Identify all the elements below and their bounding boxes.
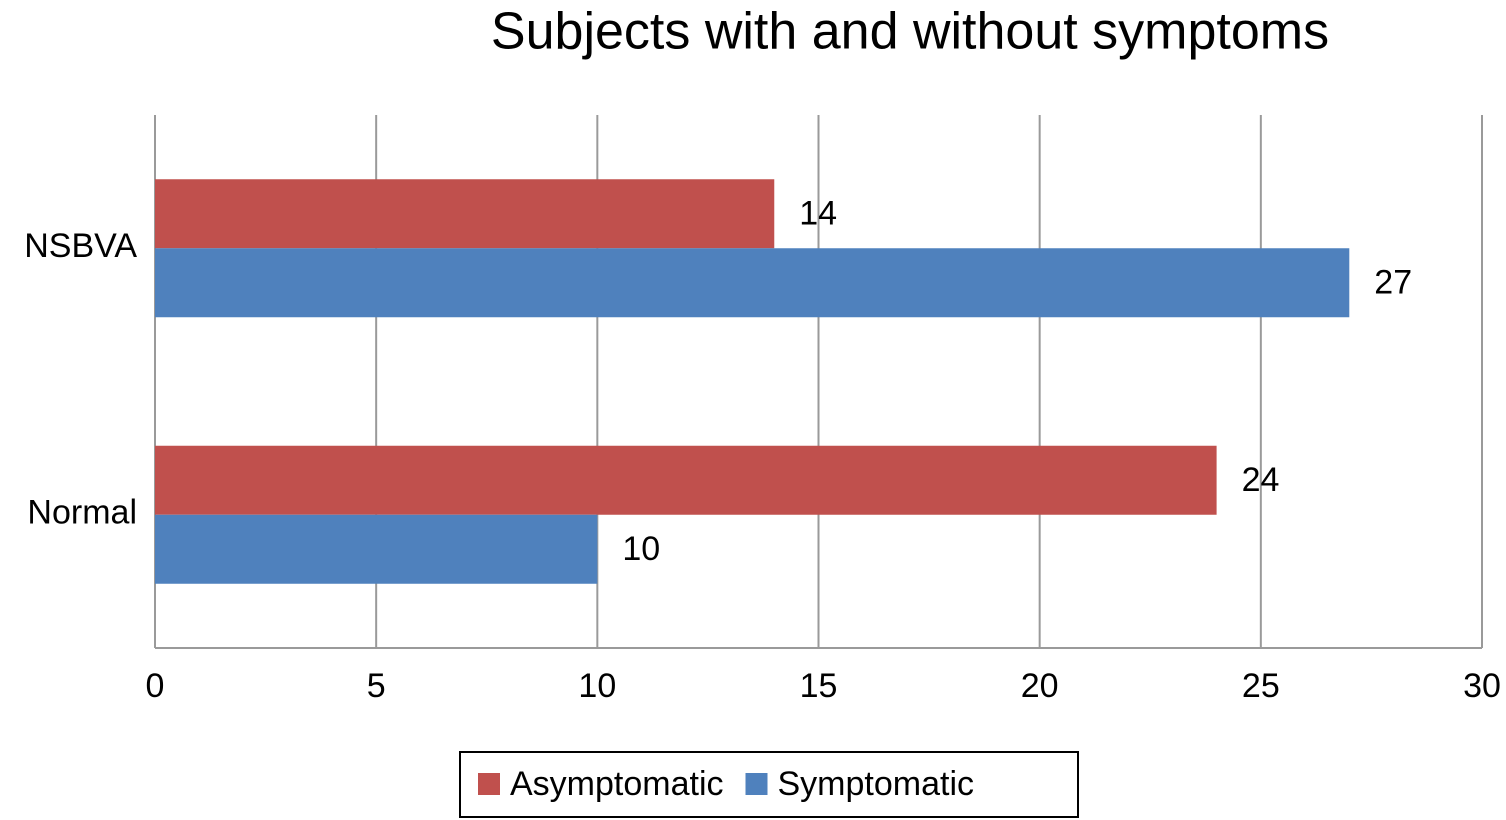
bar xyxy=(155,514,598,584)
data-label: 24 xyxy=(1242,461,1280,499)
legend-label: Asymptomatic xyxy=(510,765,724,803)
x-tick-label: 0 xyxy=(146,667,165,705)
x-tick-label: 10 xyxy=(578,667,616,705)
x-tick-label: 30 xyxy=(1463,667,1501,705)
bar xyxy=(155,248,1350,318)
y-tick-label: Normal xyxy=(27,494,137,532)
bar xyxy=(155,179,775,249)
legend-swatch xyxy=(478,773,500,795)
chart-title: Subjects with and without symptoms xyxy=(491,3,1329,61)
data-label: 14 xyxy=(799,195,837,233)
data-label: 27 xyxy=(1374,264,1412,302)
x-tick-label: 25 xyxy=(1242,667,1280,705)
x-tick-label: 5 xyxy=(367,667,386,705)
x-tick-label: 15 xyxy=(800,667,838,705)
y-tick-label: NSBVA xyxy=(24,227,137,265)
legend-box xyxy=(459,751,1079,818)
x-tick-label: 20 xyxy=(1021,667,1059,705)
bar xyxy=(155,445,1217,515)
legend-label: Symptomatic xyxy=(778,765,975,803)
data-label: 10 xyxy=(622,530,660,568)
legend-swatch xyxy=(745,773,768,795)
